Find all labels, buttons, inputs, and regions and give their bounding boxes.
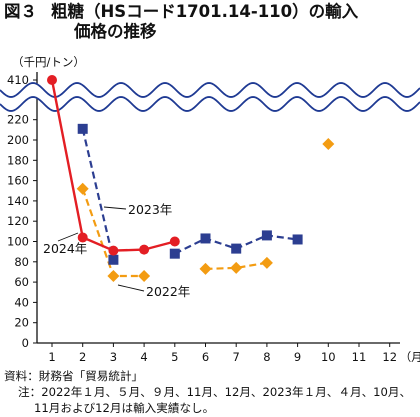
x-tick-label-4: 4: [140, 350, 147, 364]
figure-label: 図３: [4, 2, 37, 21]
y-tick-label-410: 410: [7, 73, 29, 87]
x-tick-label-5: 5: [171, 350, 178, 364]
y-tick-label-160: 160: [7, 174, 29, 188]
point-2024年-2: [77, 232, 88, 243]
point-2022年-2: [76, 182, 89, 195]
point-2023年-7: [231, 243, 242, 254]
point-2023年-8: [261, 230, 272, 241]
x-tick-label-6: 6: [202, 350, 209, 364]
source-note: 資料：財務省「貿易統計」: [4, 369, 144, 383]
y-tick-label-40: 40: [14, 295, 29, 309]
note-line2: 11月および12月は輸入実績なし。: [34, 401, 215, 415]
x-tick-label-9: 9: [294, 350, 301, 364]
x-tick-label-11: 11: [352, 350, 367, 364]
axis-break-wave-bottom: [0, 96, 420, 112]
point-2022年-7: [230, 261, 243, 274]
y-tick-label-20: 20: [14, 316, 29, 330]
series-line-2023年-0: [81, 128, 115, 261]
chart-title: 図３ 粗糖（HSコード1701.14-110）の輸入 価格の推移: [4, 2, 420, 42]
point-2024年-1: [47, 75, 57, 85]
x-tick-label-1: 1: [48, 350, 55, 364]
x-tick-label-7: 7: [233, 350, 240, 364]
point-2024年-4: [139, 244, 150, 255]
y-tick-label-80: 80: [14, 255, 29, 269]
series-line-2024年-0: [50, 79, 176, 252]
y-tick-label-60: 60: [14, 275, 29, 289]
axis-break-wave-top: [0, 82, 420, 98]
leader-2022年: [117, 284, 145, 292]
x-tick-label-3: 3: [110, 350, 117, 364]
y-tick-label-200: 200: [7, 133, 29, 147]
y-tick-label-180: 180: [7, 153, 29, 167]
point-2024年-3: [108, 245, 119, 256]
note-line1: 注：2022年１月、５月、９月、11月、12月、2023年１月、４月、10月、: [18, 385, 412, 399]
x-tick-label-12: 12: [382, 350, 397, 364]
y-tick-label-120: 120: [7, 214, 29, 228]
title-line1: 粗糖（HSコード1701.14-110）の輸入: [51, 2, 359, 21]
y-tick-label-0: 0: [22, 336, 29, 350]
y-unit-label: （千円/トン）: [12, 55, 85, 69]
title-line2: 価格の推移: [74, 22, 157, 41]
point-2023年-6: [200, 233, 211, 244]
x-tick-label-10: 10: [321, 350, 336, 364]
y-tick-label-140: 140: [7, 194, 29, 208]
series-label-2023年: 2023年: [128, 202, 172, 217]
point-2022年-3: [107, 270, 120, 283]
y-tick-label-100: 100: [7, 235, 29, 249]
point-2024年-5: [169, 236, 180, 247]
series-label-2024年: 2024年: [43, 241, 87, 256]
point-2022年-8: [260, 256, 273, 269]
point-2023年-2: [77, 123, 88, 134]
footnotes: 資料：財務省「貿易統計」 注：2022年１月、５月、９月、11月、12月、202…: [4, 368, 420, 416]
point-2023年-9: [292, 234, 303, 245]
leader-2024年: [57, 232, 79, 242]
x-tick-label-8: 8: [263, 350, 270, 364]
x-tick-label-2: 2: [79, 350, 86, 364]
point-2023年-3: [108, 254, 119, 265]
x-unit-label: （月）: [400, 350, 420, 364]
leader-2023年: [103, 206, 127, 210]
point-2023年-5: [169, 248, 180, 259]
point-2022年-10: [322, 138, 335, 151]
series-label-2022年: 2022年: [146, 284, 190, 299]
y-tick-label-220: 220: [7, 113, 29, 127]
point-2022年-4: [138, 270, 151, 283]
point-2022年-6: [199, 262, 212, 275]
